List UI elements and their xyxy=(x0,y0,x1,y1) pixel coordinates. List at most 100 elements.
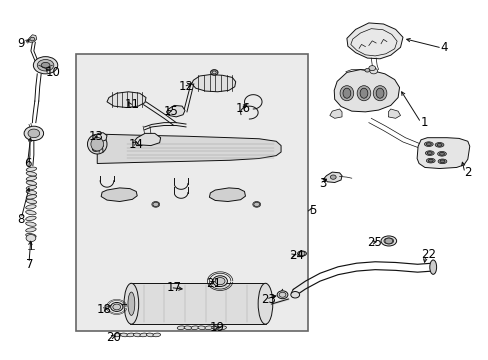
Text: 14: 14 xyxy=(128,138,143,150)
Polygon shape xyxy=(97,134,281,163)
Ellipse shape xyxy=(359,88,367,98)
Ellipse shape xyxy=(26,195,37,199)
Polygon shape xyxy=(94,133,107,142)
Ellipse shape xyxy=(120,333,128,337)
Ellipse shape xyxy=(177,326,184,330)
Polygon shape xyxy=(333,69,399,112)
Text: 4: 4 xyxy=(440,41,447,54)
Ellipse shape xyxy=(26,233,36,238)
Ellipse shape xyxy=(437,152,446,156)
Polygon shape xyxy=(101,188,137,202)
Ellipse shape xyxy=(211,326,219,330)
Ellipse shape xyxy=(153,333,160,337)
Ellipse shape xyxy=(439,160,444,163)
Text: 12: 12 xyxy=(178,80,193,93)
Ellipse shape xyxy=(339,86,353,101)
Text: 8: 8 xyxy=(18,213,25,226)
Ellipse shape xyxy=(426,143,430,145)
Text: 11: 11 xyxy=(124,98,140,111)
Ellipse shape xyxy=(424,142,432,147)
Ellipse shape xyxy=(427,152,431,154)
Text: 23: 23 xyxy=(261,293,276,306)
Polygon shape xyxy=(27,35,37,42)
Ellipse shape xyxy=(128,292,135,315)
Ellipse shape xyxy=(279,292,285,297)
Circle shape xyxy=(26,234,36,242)
Text: 10: 10 xyxy=(46,66,61,79)
Text: 9: 9 xyxy=(18,37,25,50)
Ellipse shape xyxy=(290,292,299,298)
Circle shape xyxy=(330,175,335,179)
Ellipse shape xyxy=(140,333,147,337)
Ellipse shape xyxy=(436,143,441,146)
Ellipse shape xyxy=(277,291,287,299)
Circle shape xyxy=(30,37,35,41)
Ellipse shape xyxy=(26,211,36,215)
Text: 5: 5 xyxy=(308,204,316,217)
Text: 6: 6 xyxy=(24,157,31,170)
Ellipse shape xyxy=(204,326,212,330)
Text: 24: 24 xyxy=(288,249,303,262)
Ellipse shape xyxy=(26,205,36,209)
Polygon shape xyxy=(346,23,402,59)
Ellipse shape xyxy=(356,86,370,101)
Ellipse shape xyxy=(26,172,37,176)
Ellipse shape xyxy=(26,176,37,181)
Ellipse shape xyxy=(110,302,122,311)
Circle shape xyxy=(364,68,369,72)
Ellipse shape xyxy=(198,326,205,330)
Ellipse shape xyxy=(26,216,36,221)
Text: 17: 17 xyxy=(166,281,181,294)
Ellipse shape xyxy=(124,283,139,324)
Ellipse shape xyxy=(152,202,159,207)
Ellipse shape xyxy=(26,199,37,204)
Ellipse shape xyxy=(218,326,226,330)
Polygon shape xyxy=(387,109,400,118)
Ellipse shape xyxy=(113,304,121,310)
Ellipse shape xyxy=(429,260,436,274)
Circle shape xyxy=(28,129,40,138)
Ellipse shape xyxy=(26,185,37,190)
Circle shape xyxy=(368,66,375,71)
Circle shape xyxy=(299,251,305,256)
Ellipse shape xyxy=(126,333,134,337)
Ellipse shape xyxy=(439,152,444,155)
Text: 16: 16 xyxy=(236,102,250,115)
Text: 20: 20 xyxy=(106,330,121,343)
Ellipse shape xyxy=(87,134,107,154)
Polygon shape xyxy=(209,188,245,202)
Ellipse shape xyxy=(342,88,350,98)
Text: 22: 22 xyxy=(421,248,435,261)
Ellipse shape xyxy=(114,333,122,337)
Ellipse shape xyxy=(426,158,434,163)
Ellipse shape xyxy=(425,151,433,156)
Ellipse shape xyxy=(146,333,154,337)
Ellipse shape xyxy=(26,222,36,226)
Text: 7: 7 xyxy=(26,258,34,271)
Ellipse shape xyxy=(380,236,396,246)
Ellipse shape xyxy=(375,88,383,98)
Polygon shape xyxy=(135,134,160,145)
Circle shape xyxy=(153,202,158,207)
Ellipse shape xyxy=(210,70,217,75)
Ellipse shape xyxy=(252,202,260,207)
Ellipse shape xyxy=(212,276,227,287)
Ellipse shape xyxy=(133,333,141,337)
Text: 18: 18 xyxy=(97,303,112,316)
Polygon shape xyxy=(416,138,469,168)
Polygon shape xyxy=(130,283,266,324)
Text: 1: 1 xyxy=(420,116,428,129)
Polygon shape xyxy=(166,105,184,117)
Polygon shape xyxy=(329,109,341,118)
Ellipse shape xyxy=(215,278,224,285)
Circle shape xyxy=(24,126,43,140)
Ellipse shape xyxy=(427,159,432,162)
Polygon shape xyxy=(324,172,341,183)
Ellipse shape xyxy=(26,228,36,232)
Ellipse shape xyxy=(37,59,54,71)
Ellipse shape xyxy=(26,167,37,171)
Ellipse shape xyxy=(434,143,443,147)
Ellipse shape xyxy=(191,326,199,330)
Text: 3: 3 xyxy=(318,177,325,190)
Text: 13: 13 xyxy=(89,130,103,144)
